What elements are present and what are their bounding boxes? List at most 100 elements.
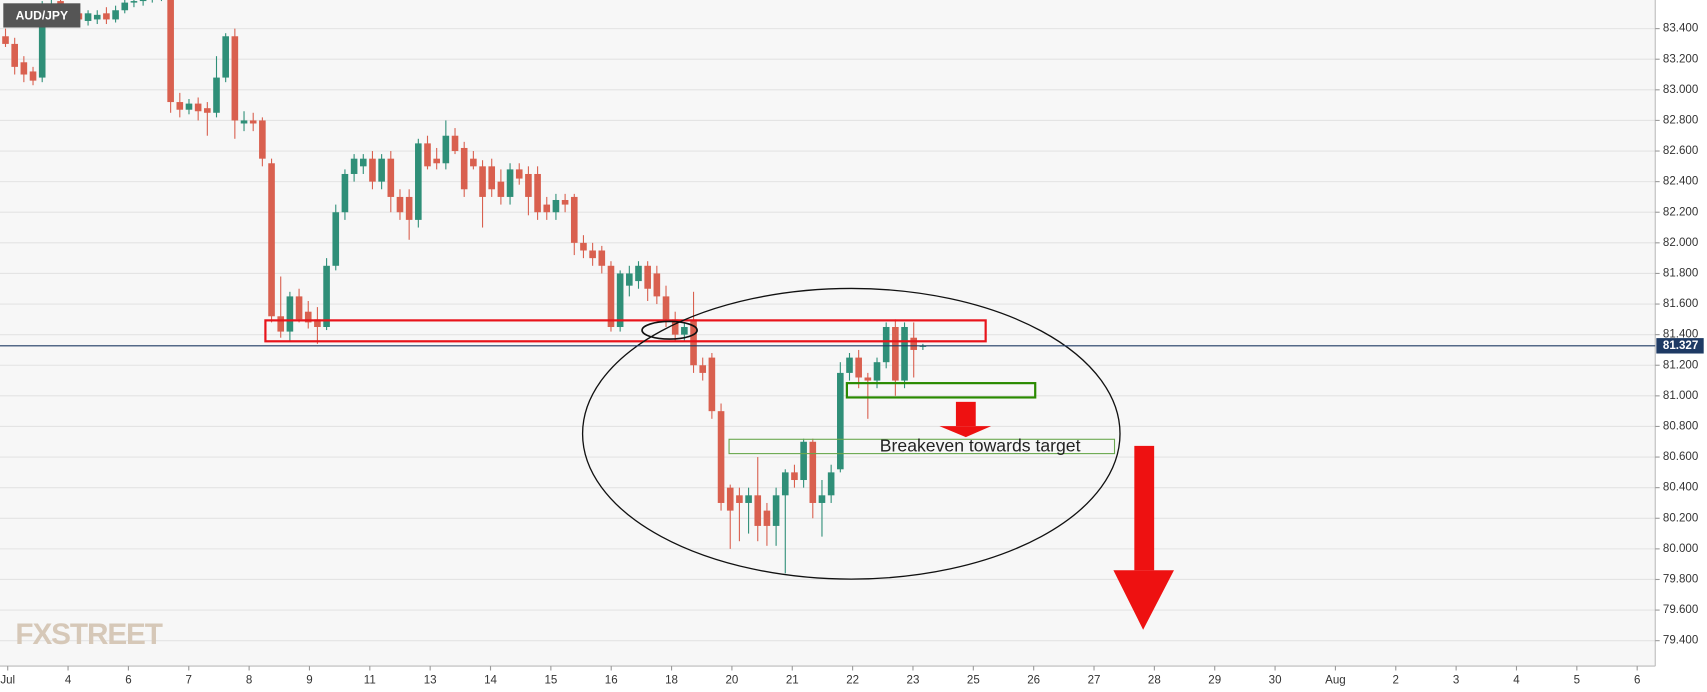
candle-body <box>103 13 110 20</box>
x-tick-label: 6 <box>125 674 131 686</box>
y-tick-label: 79.600 <box>1663 604 1698 616</box>
y-tick-label: 82.200 <box>1663 206 1698 218</box>
candle-body <box>598 250 606 266</box>
x-tick-label: 4 <box>65 674 72 686</box>
candle-body <box>222 36 229 78</box>
candle-body <box>332 212 340 266</box>
candle-body <box>11 43 18 67</box>
x-tick-label: 30 <box>1269 674 1282 686</box>
candle-body <box>38 13 46 78</box>
y-tick-label: 80.600 <box>1663 451 1698 463</box>
y-tick-label: 80.400 <box>1663 482 1698 494</box>
candle-body <box>350 158 358 174</box>
candle-body <box>185 103 193 110</box>
candle-body <box>901 326 908 381</box>
plot-area <box>0 0 1655 666</box>
y-tick-label: 81.600 <box>1663 298 1698 310</box>
candle-body <box>543 204 551 213</box>
y-tick-label: 80.800 <box>1663 421 1698 433</box>
y-tick-label: 82.000 <box>1663 237 1698 249</box>
small-arrow-head <box>939 426 992 438</box>
grid <box>0 28 1656 642</box>
y-tick-label: 82.800 <box>1663 114 1698 126</box>
x-tick-label: 18 <box>665 674 678 686</box>
candle-body <box>662 296 670 320</box>
watermark: FXSTREET <box>15 618 162 651</box>
candle-body <box>497 181 505 197</box>
x-tick-label: 9 <box>306 674 312 686</box>
candle-body <box>515 169 523 179</box>
candle-body <box>809 441 817 503</box>
symbol-badge <box>3 3 81 28</box>
candle-body <box>415 143 422 220</box>
y-tick-label: 81.000 <box>1663 390 1698 402</box>
y-tick-label: 80.200 <box>1663 512 1698 524</box>
candle-body <box>20 62 28 75</box>
small-arrow-shaft <box>955 401 976 427</box>
candle-body <box>231 36 239 121</box>
x-tick-label: 28 <box>1148 674 1161 686</box>
x-tick-label: 2 <box>1393 674 1399 686</box>
y-tick-label: 81.200 <box>1663 359 1698 371</box>
candle-body <box>791 472 798 481</box>
candle-body <box>855 357 862 378</box>
candle-body <box>616 273 624 327</box>
x-tick-label: 22 <box>846 674 859 686</box>
candle-body <box>671 319 679 335</box>
candle-body <box>387 158 395 197</box>
candle-body <box>589 250 596 259</box>
candle-body <box>570 196 578 243</box>
x-tick-label: 27 <box>1088 674 1101 686</box>
candle-body <box>204 108 211 113</box>
candle-body <box>552 199 560 213</box>
axes: 79.400 79.600 79.800 80.000 80.200 80.400 80.6… <box>0 23 1704 686</box>
candle-body <box>708 357 716 412</box>
candle-body <box>818 495 826 503</box>
candle-body <box>268 163 275 317</box>
y-tick-label: 82.400 <box>1663 176 1698 188</box>
candles <box>2 0 927 574</box>
candle-body <box>653 273 661 297</box>
candle-body <box>442 135 450 164</box>
candle-body <box>396 196 404 213</box>
candle-body <box>479 166 486 197</box>
candle-body <box>84 13 92 21</box>
candle-body <box>837 372 844 470</box>
candle-body <box>424 143 431 167</box>
candle-body <box>561 199 569 205</box>
annotation-text: Breakeven towards target <box>880 436 1081 456</box>
candle-body <box>240 120 248 124</box>
candle-body <box>314 319 321 327</box>
pattern-ellipse <box>581 287 1121 580</box>
candle-body <box>451 135 459 152</box>
y-tick-label: 83.200 <box>1663 53 1698 65</box>
candle-body <box>726 487 734 511</box>
x-tick-label: 13 <box>424 674 437 686</box>
candle-body <box>717 411 725 503</box>
annotations: Breakeven towards target <box>264 287 1174 630</box>
x-tick-label: 11 <box>364 674 376 686</box>
candle-body <box>681 326 688 335</box>
candle-body <box>800 441 807 481</box>
resistance-zone <box>264 319 987 343</box>
candle-body <box>304 311 312 323</box>
candle-body <box>580 242 587 251</box>
candle-body <box>745 495 752 503</box>
candle-body <box>864 377 872 381</box>
x-tick-label: 16 <box>605 674 618 686</box>
candle-body <box>378 158 385 182</box>
retest-ellipse <box>641 320 698 340</box>
candle-body <box>176 102 184 110</box>
candle-body <box>699 365 707 373</box>
x-tick-label: 15 <box>544 674 557 686</box>
symbol-label: AUD/JPY <box>16 9 69 23</box>
candle-body <box>405 196 413 220</box>
y-tick-label: 79.800 <box>1663 574 1698 586</box>
big-arrow-shaft <box>1134 445 1155 571</box>
x-tick-label: 25 <box>967 674 980 686</box>
x-tick-label: Jul <box>0 674 15 686</box>
candle-body <box>139 0 147 2</box>
x-tick-label: 4 <box>1513 674 1520 686</box>
candle-body <box>286 296 294 332</box>
